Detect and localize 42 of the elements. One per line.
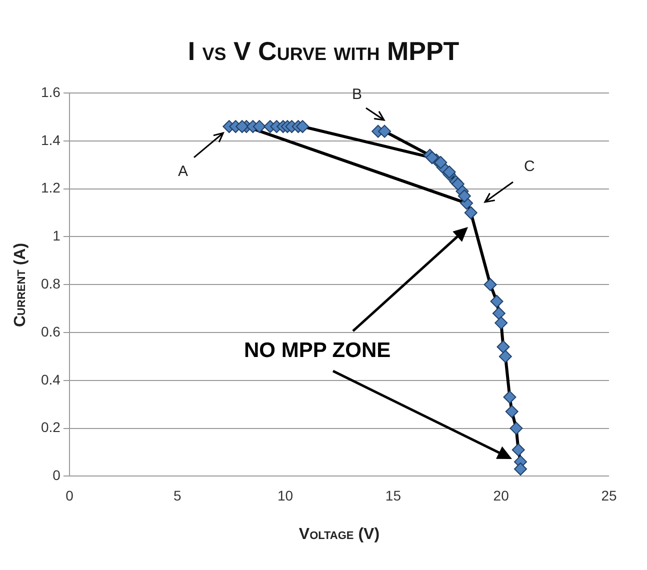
x-tick-label: 25 xyxy=(601,487,617,504)
x-axis-title: Voltage (V) xyxy=(298,526,381,544)
x-tick-label: 15 xyxy=(385,487,402,504)
x-tick-label: 5 xyxy=(173,487,182,504)
y-tick-label: 1.6 xyxy=(40,84,61,100)
y-tick-label: 0.6 xyxy=(40,323,61,340)
y-tick-label: 0.2 xyxy=(40,419,61,436)
point xyxy=(458,189,471,202)
y-tick-label: 0.4 xyxy=(40,371,61,388)
annotation: C xyxy=(524,158,535,175)
annotation: A xyxy=(178,163,188,180)
y-tick-label: 0.8 xyxy=(40,275,61,292)
y-tick-label: 1 xyxy=(52,228,61,244)
point xyxy=(498,350,512,363)
y-tick-label: 0 xyxy=(52,467,61,484)
point xyxy=(252,120,266,134)
y-axis-title: Current (A) xyxy=(12,242,30,329)
point xyxy=(494,316,508,330)
point xyxy=(492,306,506,320)
point xyxy=(426,151,439,164)
point xyxy=(434,156,448,169)
point xyxy=(514,462,528,476)
point xyxy=(490,294,504,308)
point xyxy=(503,390,516,404)
annotation: NO MPP ZONE xyxy=(244,339,391,363)
point xyxy=(484,278,497,292)
x-tick-label: 10 xyxy=(277,487,294,504)
point xyxy=(505,405,518,418)
point xyxy=(236,120,249,134)
annotation: B xyxy=(352,86,362,103)
point xyxy=(296,120,310,134)
y-tick-label: 1.2 xyxy=(40,180,61,196)
chart-title: I vs V Curve with MPPT xyxy=(186,36,460,67)
point xyxy=(451,178,464,191)
x-tick-label: 0 xyxy=(66,487,74,504)
point xyxy=(496,340,510,354)
y-tick-label: 1.4 xyxy=(40,132,61,148)
point xyxy=(512,443,525,456)
point xyxy=(464,206,478,220)
point xyxy=(510,422,523,435)
point xyxy=(378,124,392,138)
x-tick-label: 20 xyxy=(493,487,510,504)
